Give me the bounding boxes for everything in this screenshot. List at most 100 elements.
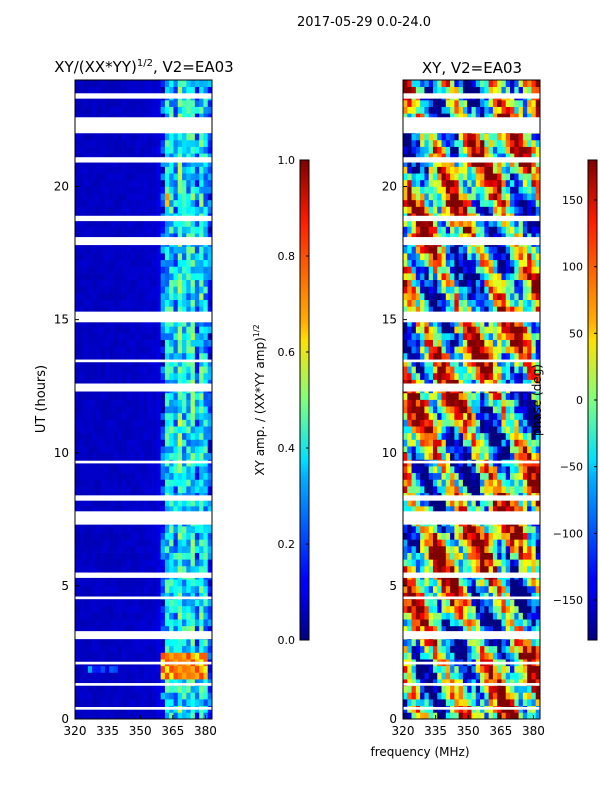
- heatmap-cell: [475, 525, 481, 533]
- heatmap-cell: [462, 419, 468, 427]
- heatmap-cell: [480, 466, 485, 474]
- heatmap-cell: [109, 366, 114, 374]
- heatmap-cell: [104, 306, 110, 314]
- heatmap-cell: [475, 486, 481, 494]
- heatmap-cell: [203, 625, 209, 633]
- heatmap-cell: [190, 712, 196, 720]
- heatmap-cell: [462, 539, 468, 547]
- heatmap-cell: [100, 412, 106, 420]
- heatmap-cell: [510, 452, 515, 460]
- heatmap-cell: [104, 166, 110, 174]
- heatmap-cell: [518, 579, 524, 587]
- heatmap-cell: [531, 619, 537, 627]
- heatmap-cell: [130, 679, 136, 687]
- heatmap-cell: [109, 592, 114, 600]
- heatmap-cell: [514, 332, 519, 340]
- heatmap-cell: [450, 619, 455, 627]
- heatmap-cell: [480, 346, 485, 354]
- heatmap-cell: [139, 419, 144, 427]
- heatmap-cell: [96, 286, 102, 294]
- heatmap-cell: [510, 665, 515, 673]
- heatmap-cell: [182, 712, 187, 720]
- heatmap-cell: [126, 412, 132, 420]
- heatmap-cell: [190, 692, 196, 700]
- heatmap-cell: [522, 692, 528, 700]
- heatmap-cell: [83, 259, 89, 267]
- heatmap-cell: [415, 692, 421, 700]
- heatmap-cell: [514, 499, 519, 507]
- heatmap-cell: [432, 332, 438, 340]
- heatmap-cell: [160, 406, 166, 414]
- heatmap-cell: [122, 545, 127, 553]
- heatmap-cell: [190, 539, 196, 547]
- heatmap-cell: [411, 399, 417, 407]
- heatmap-cell: [104, 552, 110, 560]
- heatmap-cell: [450, 525, 455, 533]
- heatmap-cell: [492, 466, 498, 474]
- heatmap-cell: [117, 246, 123, 254]
- heatmap-cell: [458, 359, 464, 367]
- heatmap-cell: [143, 339, 149, 347]
- heatmap-cell: [518, 372, 524, 380]
- heatmap-cell: [83, 612, 89, 620]
- heatmap-cell: [113, 499, 119, 507]
- heatmap-cell: [535, 645, 541, 653]
- heatmap-cell: [445, 452, 451, 460]
- heatmap-cell: [152, 366, 157, 374]
- heatmap-cell: [467, 332, 472, 340]
- heatmap-cell: [480, 545, 485, 553]
- heatmap-cell: [411, 419, 417, 427]
- heatmap-cell: [169, 206, 174, 214]
- heatmap-cell: [501, 599, 507, 607]
- heatmap-cell: [96, 486, 102, 494]
- heatmap-cell: [83, 266, 89, 274]
- heatmap-cell: [462, 446, 468, 454]
- heatmap-cell: [117, 685, 123, 693]
- heatmap-cell: [177, 525, 183, 533]
- heatmap-cell: [152, 299, 157, 307]
- heatmap-cell: [535, 532, 541, 540]
- heatmap-cell: [484, 545, 489, 553]
- heatmap-cell: [420, 559, 425, 567]
- heatmap-cell: [173, 306, 179, 314]
- heatmap-cell: [467, 419, 472, 427]
- heatmap-cell: [122, 219, 127, 227]
- heatmap-cell: [152, 699, 157, 707]
- heatmap-cell: [182, 352, 187, 360]
- heatmap-cell: [139, 146, 144, 154]
- heatmap-cell: [522, 439, 528, 447]
- heatmap-cell: [139, 532, 144, 540]
- heatmap-cell: [83, 479, 89, 487]
- heatmap-cell: [83, 346, 89, 354]
- heatmap-cell: [104, 665, 110, 673]
- heatmap-cell: [122, 379, 127, 387]
- heatmap-cell: [143, 273, 149, 281]
- heatmap-cell: [160, 173, 166, 181]
- heatmap-cell: [75, 685, 80, 693]
- heatmap-cell: [484, 712, 489, 720]
- heatmap-cell: [182, 253, 187, 261]
- heatmap-cell: [458, 352, 464, 360]
- heatmap-cell: [510, 466, 515, 474]
- heatmap-cell: [428, 326, 434, 334]
- heatmap-cell: [92, 479, 97, 487]
- heatmap-cell: [488, 672, 494, 680]
- heatmap-cell: [113, 139, 119, 147]
- heatmap-cell: [152, 592, 157, 600]
- heatmap-cell: [139, 585, 144, 593]
- heatmap-cell: [109, 173, 114, 181]
- heatmap-cell: [152, 665, 157, 673]
- heatmap-cell: [104, 372, 110, 380]
- heatmap-cell: [100, 293, 106, 301]
- heatmap-cell: [207, 399, 213, 407]
- heatmap-cell: [510, 692, 515, 700]
- heatmap-cell: [83, 565, 89, 573]
- heatmap-cell: [471, 579, 477, 587]
- heatmap-cell: [143, 559, 149, 567]
- heatmap-cell: [92, 253, 97, 261]
- heatmap-cell: [518, 599, 524, 607]
- heatmap-cell: [130, 246, 136, 254]
- heatmap-cell: [126, 266, 132, 274]
- heatmap-cell: [190, 113, 196, 121]
- heatmap-cell: [79, 159, 84, 167]
